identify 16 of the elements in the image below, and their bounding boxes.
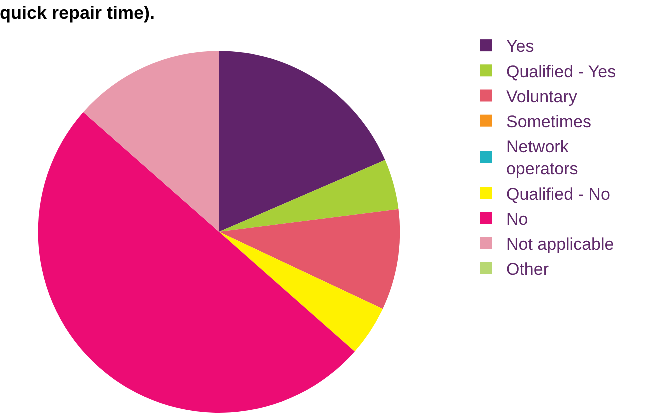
pie-slice xyxy=(219,160,399,232)
legend-label: Yes xyxy=(506,37,534,56)
legend-label: Sometimes xyxy=(506,112,592,132)
legend-label: No xyxy=(506,210,528,229)
chart-title: quick repair time). xyxy=(0,2,156,23)
pie-slice xyxy=(83,51,220,232)
pie-slice xyxy=(38,112,355,413)
legend-label: Qualified - No xyxy=(506,184,610,204)
pie-slice xyxy=(219,51,386,232)
legend-label: Network operators xyxy=(506,138,578,179)
legend-label: Not applicable xyxy=(506,234,614,254)
legend-label: Qualified - Yes xyxy=(506,62,616,82)
pie-slice xyxy=(219,232,383,352)
pie-slice xyxy=(219,209,400,310)
legend-label: Other xyxy=(506,260,550,280)
legend-label: Voluntary xyxy=(506,87,578,106)
